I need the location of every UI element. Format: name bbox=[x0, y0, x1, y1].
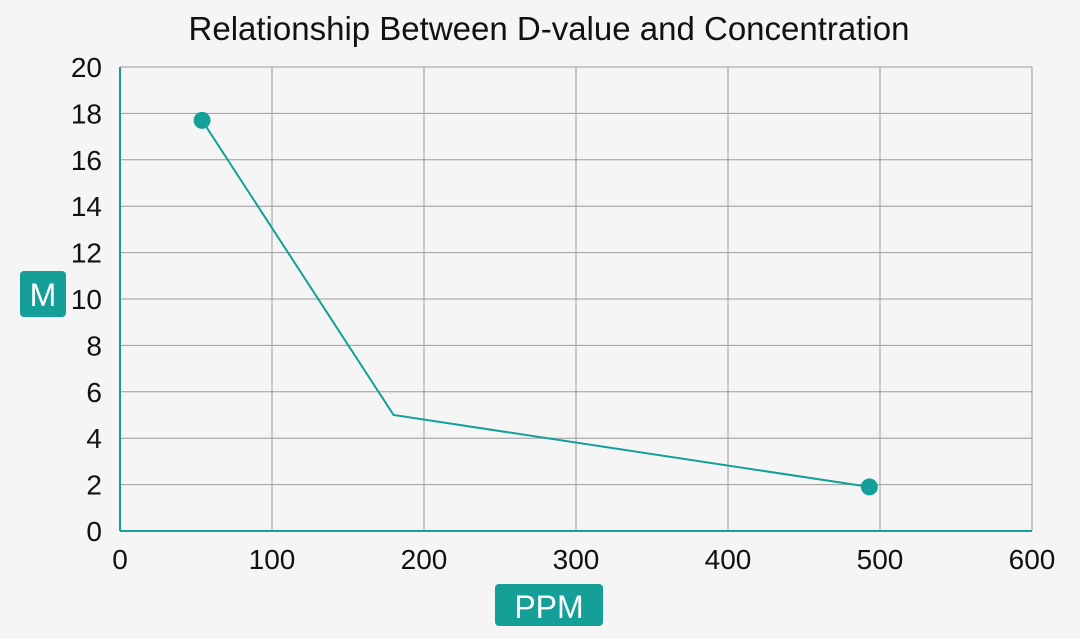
y-axis-label: M bbox=[20, 271, 66, 317]
y-axis-label-background bbox=[20, 271, 66, 317]
axes bbox=[119, 67, 1032, 532]
y-axis-label-text: M bbox=[30, 277, 57, 313]
data-point bbox=[860, 478, 878, 496]
y-tick-label: 14 bbox=[71, 191, 102, 222]
y-tick-label: 18 bbox=[71, 98, 102, 129]
data-point bbox=[193, 111, 211, 129]
x-tick-label: 300 bbox=[553, 544, 600, 575]
y-tick-label: 12 bbox=[71, 238, 102, 269]
x-axis-label-text: PPM bbox=[514, 589, 583, 625]
x-tick-label: 0 bbox=[112, 544, 128, 575]
y-tick-label: 4 bbox=[86, 423, 102, 454]
grid bbox=[119, 66, 1033, 532]
y-tick-label: 8 bbox=[86, 330, 102, 361]
chart-title: Relationship Between D-value and Concent… bbox=[189, 10, 910, 47]
series bbox=[193, 111, 878, 496]
x-tick-label: 600 bbox=[1009, 544, 1056, 575]
y-tick-label: 16 bbox=[71, 145, 102, 176]
y-tick-label: 0 bbox=[86, 516, 102, 547]
x-axis-label-background bbox=[495, 584, 603, 626]
x-tick-label: 200 bbox=[401, 544, 448, 575]
y-tick-label: 10 bbox=[71, 284, 102, 315]
x-tick-label: 400 bbox=[705, 544, 752, 575]
x-tick-label: 500 bbox=[857, 544, 904, 575]
x-axis-label: PPM bbox=[495, 584, 603, 626]
x-tick-label: 100 bbox=[249, 544, 296, 575]
y-tick-label: 20 bbox=[71, 52, 102, 83]
y-tick-label: 2 bbox=[86, 470, 102, 501]
y-tick-label: 6 bbox=[86, 377, 102, 408]
series-line bbox=[201, 119, 870, 488]
